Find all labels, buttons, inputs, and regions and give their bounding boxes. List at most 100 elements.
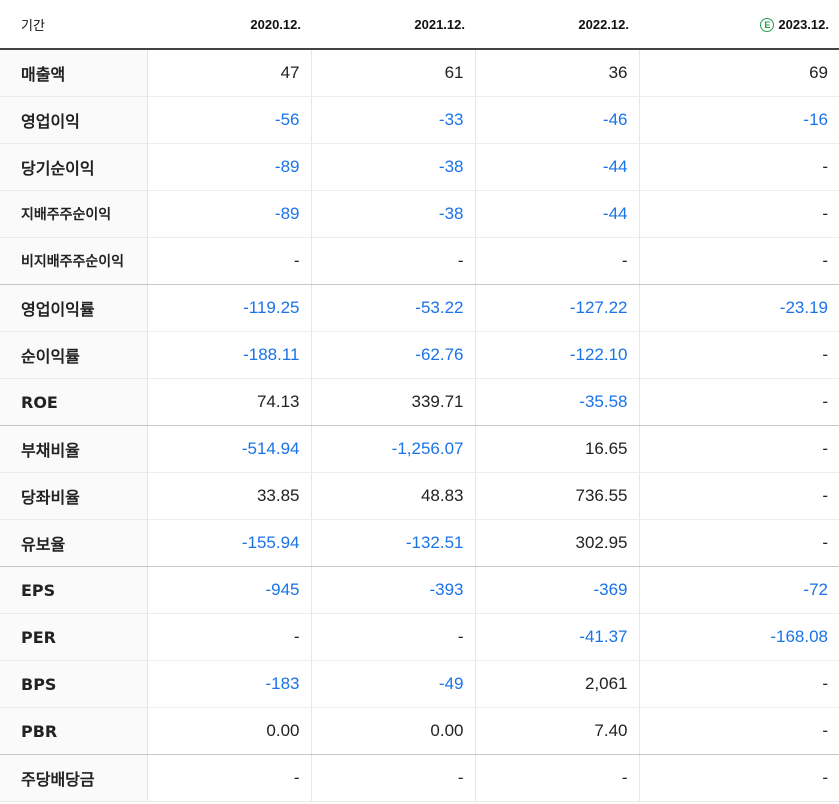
table-row: 영업이익률 -119.25 -53.22 -127.22 -23.19 (0, 284, 839, 332)
table-cell: - (146, 237, 311, 285)
table-row: 지배주주순이익 -89 -38 -44- (0, 190, 839, 238)
table-row: PBR 0.00 0.00 7.40- (0, 707, 839, 755)
table-cell: -38 (310, 190, 475, 238)
period-header: 기간 (0, 0, 147, 50)
column-header-2023-estimate: E 2023.12. (639, 0, 839, 50)
estimate-icon: E (760, 17, 775, 32)
table-cell: 7.40 (474, 707, 639, 755)
table-cell: -119.25 (146, 284, 311, 332)
table-row: 영업이익 -56 -33 -46 -16 (0, 96, 839, 144)
table-cell: - (638, 237, 839, 285)
column-header-2021: 2021.12. (311, 0, 475, 50)
table-cell: -38 (310, 143, 475, 191)
row-label: PBR (0, 707, 147, 755)
table-cell: -23.19 (638, 284, 839, 332)
table-cell: -393 (310, 566, 475, 614)
table-cell: -16 (638, 96, 839, 144)
table-row: 당좌비율 33.85 48.83 736.55- (0, 472, 839, 520)
table-cell: -168.08 (638, 613, 839, 661)
table-cell: - (638, 754, 839, 802)
table-cell: -514.94 (146, 425, 311, 473)
table-cell: -183 (146, 660, 311, 708)
column-header-2020: 2020.12. (147, 0, 311, 50)
table-cell: - (310, 237, 475, 285)
table-cell: -35.58 (474, 378, 639, 426)
table-cell: 47 (146, 49, 311, 97)
table-cell: 736.55 (474, 472, 639, 520)
table-cell: 16.65 (474, 425, 639, 473)
column-header-2022: 2022.12. (475, 0, 639, 50)
row-label: 비지배주주순이익 (0, 237, 147, 285)
row-label: 순이익률 (0, 331, 147, 379)
table-cell: 36 (474, 49, 639, 97)
table-cell: 2,061 (474, 660, 639, 708)
row-label: 영업이익률 (0, 284, 147, 332)
table-cell: 48.83 (310, 472, 475, 520)
table-cell: - (638, 378, 839, 426)
table-header-row: 기간 2020.12. 2021.12. 2022.12. E 2023.12. (0, 0, 839, 50)
table-cell: -89 (146, 143, 311, 191)
table-row: EPS -945 -393 -369 -72 (0, 566, 839, 614)
table-cell: -132.51 (310, 519, 475, 567)
table-cell: - (310, 754, 475, 802)
table-cell: -155.94 (146, 519, 311, 567)
row-label: BPS (0, 660, 147, 708)
table-cell: -49 (310, 660, 475, 708)
row-label: 당좌비율 (0, 472, 147, 520)
table-cell: -945 (146, 566, 311, 614)
table-cell: 0.00 (146, 707, 311, 755)
row-label: 영업이익 (0, 96, 147, 144)
table-row: 순이익률 -188.11 -62.76 -122.10- (0, 331, 839, 379)
table-cell: -1,256.07 (310, 425, 475, 473)
table-cell: - (638, 425, 839, 473)
table-cell: -33 (310, 96, 475, 144)
table-cell: -53.22 (310, 284, 475, 332)
row-label: 당기순이익 (0, 143, 147, 191)
table-row: PER - - -41.37 -168.08 (0, 613, 839, 661)
row-label: 주당배당금 (0, 754, 147, 802)
table-cell: - (638, 190, 839, 238)
table-cell: 61 (310, 49, 475, 97)
table-cell: -46 (474, 96, 639, 144)
table-cell: -369 (474, 566, 639, 614)
table-cell: -41.37 (474, 613, 639, 661)
table-cell: -188.11 (146, 331, 311, 379)
table-cell: - (146, 613, 311, 661)
row-label: 유보율 (0, 519, 147, 567)
table-cell: - (638, 143, 839, 191)
table-cell: - (146, 754, 311, 802)
table-cell: -62.76 (310, 331, 475, 379)
table-cell: -44 (474, 190, 639, 238)
table-cell: - (638, 331, 839, 379)
table-cell: - (638, 707, 839, 755)
row-label: 지배주주순이익 (0, 190, 147, 238)
row-label: ROE (0, 378, 147, 426)
table-cell: 33.85 (146, 472, 311, 520)
table-cell: 339.71 (310, 378, 475, 426)
column-header-2023: 2023.12. (778, 16, 829, 32)
table-cell: -72 (638, 566, 839, 614)
table-row: BPS -183 -49 2,061- (0, 660, 839, 708)
table-cell: -44 (474, 143, 639, 191)
table-cell: -89 (146, 190, 311, 238)
table-cell: -122.10 (474, 331, 639, 379)
table-cell: - (638, 472, 839, 520)
table-row: ROE 74.13 339.71 -35.58- (0, 378, 839, 426)
table-cell: 302.95 (474, 519, 639, 567)
table-row: 매출액 47 61 36 69 (0, 49, 839, 97)
row-label: PER (0, 613, 147, 661)
table-row: 주당배당금 - - - - (0, 754, 839, 802)
table-cell: - (638, 660, 839, 708)
table-cell: 74.13 (146, 378, 311, 426)
row-label: EPS (0, 566, 147, 614)
table-cell: - (474, 237, 639, 285)
row-label: 매출액 (0, 49, 147, 97)
table-cell: - (638, 519, 839, 567)
table-row: 부채비율 -514.94 -1,256.07 16.65- (0, 425, 839, 473)
table-row: 당기순이익 -89 -38 -44- (0, 143, 839, 191)
table-cell: - (474, 754, 639, 802)
table-cell: -127.22 (474, 284, 639, 332)
row-label: 부채비율 (0, 425, 147, 473)
table-cell: 0.00 (310, 707, 475, 755)
table-row: 비지배주주순이익 - - - - (0, 237, 839, 285)
